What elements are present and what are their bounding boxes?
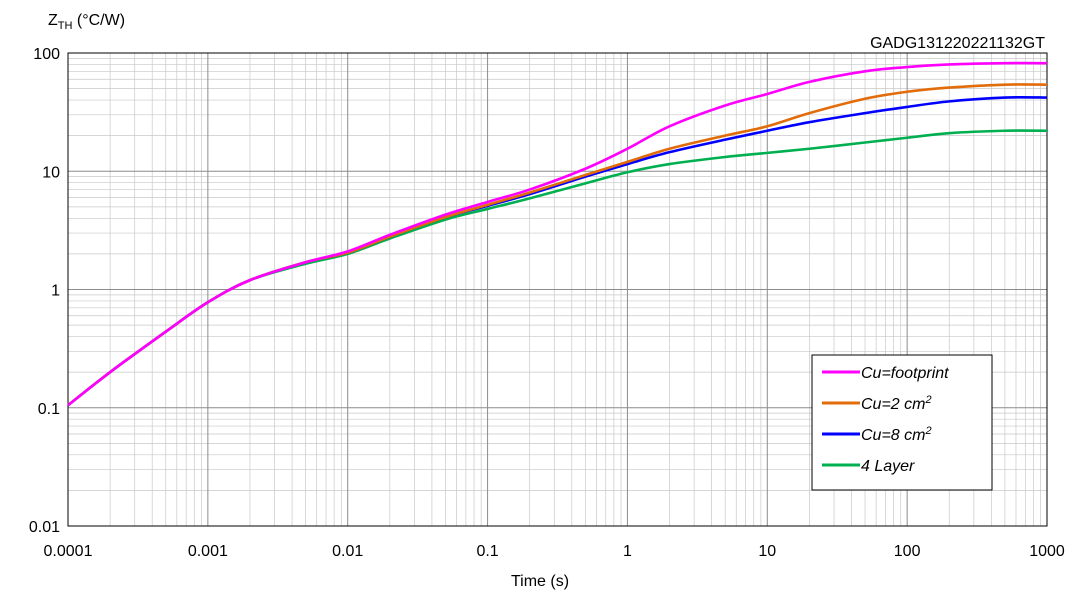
legend-box: [811, 354, 993, 491]
x-tick-labels: 0.0001 0.001 0.01 0.1 1 10 100 1000: [44, 543, 1065, 560]
legend-label: Cu=footprint: [861, 365, 949, 382]
x-axis-title: Time (s): [511, 573, 569, 590]
series-line-1: [67, 61, 1048, 407]
y-tick-label: 0.01: [29, 519, 60, 536]
series-layer: [67, 61, 1048, 407]
x-tick-label: 0.01: [332, 543, 363, 560]
legend-label-text: Cu=footprint: [861, 365, 949, 382]
x-tick-label: 0.1: [476, 543, 498, 560]
y-axis-title: ZTH (°C/W): [48, 12, 125, 32]
y-axis-title-unit: (°C/W): [72, 12, 125, 29]
x-tick-label: 1: [623, 543, 632, 560]
legend-label-text: Cu=2 cm: [861, 396, 925, 413]
y-tick-label: 100: [33, 46, 60, 63]
y-axis-title-main: Z: [48, 12, 58, 29]
plot-area-frame: [67, 52, 1048, 527]
x-tick-label: 10: [758, 543, 776, 560]
y-axis-title-subscript: TH: [58, 20, 73, 32]
legend-label: 4 Layer: [861, 458, 915, 475]
legend-label-text: Cu=8 cm: [861, 427, 925, 444]
legend-label-text: 4 Layer: [861, 458, 915, 475]
y-tick-label: 0.1: [38, 401, 60, 418]
y-tick-label: 1: [51, 283, 60, 300]
x-tick-label: 100: [894, 543, 921, 560]
x-tick-label: 0.0001: [44, 543, 93, 560]
y-tick-labels: 0.01 0.1 1 10 100: [29, 46, 60, 536]
x-tick-label: 1000: [1029, 543, 1065, 560]
legend-label-superscript: 2: [924, 425, 931, 437]
x-tick-label: 0.001: [188, 543, 228, 560]
legend-label: Cu=8 cm2: [861, 425, 932, 444]
legend-label-superscript: 2: [924, 394, 931, 406]
legend-label: Cu=2 cm2: [861, 394, 932, 413]
y-tick-label: 10: [42, 164, 60, 181]
figure-code: GADG131220221132GT: [870, 35, 1045, 52]
